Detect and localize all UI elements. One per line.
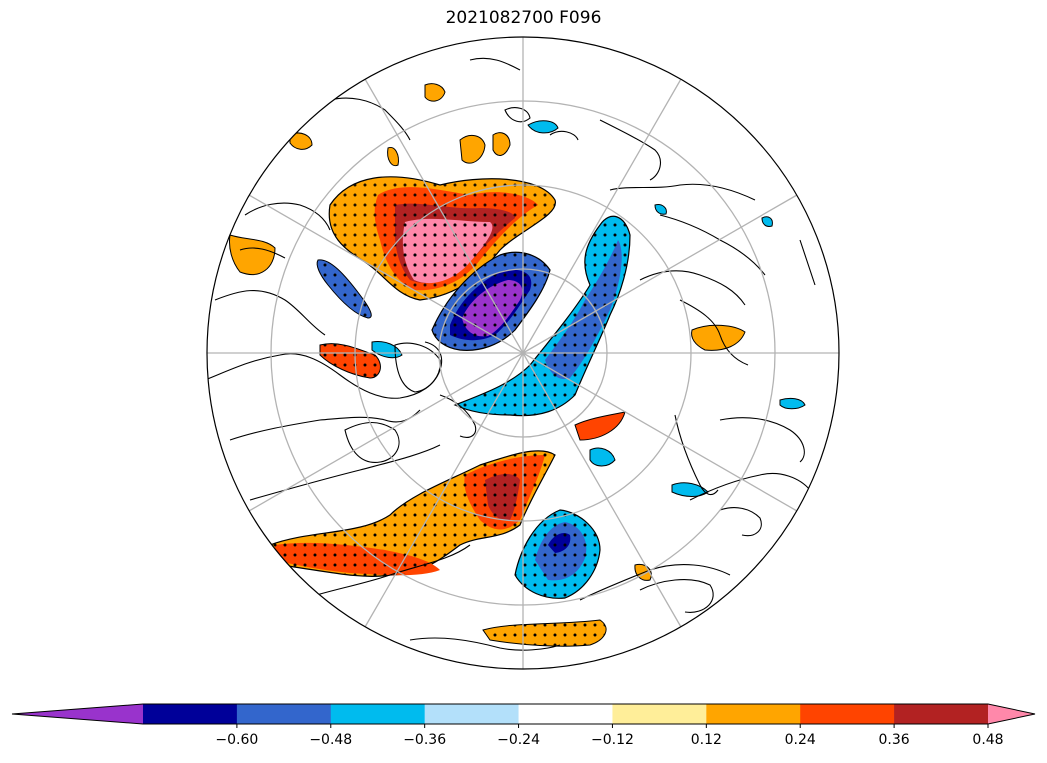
colorbar-tick-label: −0.24 [497,732,540,748]
colorbar-swatch [518,704,613,724]
colorbar-swatch [330,704,426,724]
colorbar-tick-label: −0.36 [403,732,446,748]
colorbar-outline [11,703,1036,725]
colorbar-tick-label: 0.12 [691,732,722,748]
anomaly-region-alaska [229,234,276,275]
colorbar-swatch [143,704,238,724]
map-boundary [206,36,840,670]
colorbar-tick-label: −0.60 [215,732,258,748]
map-disk [207,37,839,669]
graticule [207,37,839,669]
anomaly-region-siberia [691,324,746,351]
negative-anomaly-regions [316,120,806,599]
colorbar-extend-max [988,704,1035,724]
map-title: 2021082700 F096 [445,8,602,28]
colorbar-tick-label: 0.48 [972,732,1003,748]
colorbar-swatch [894,704,989,724]
colorbar-tick-label: −0.12 [591,732,634,748]
colorbar-tick-label: 0.24 [785,732,816,748]
colorbar-swatch [424,704,520,724]
colorbar: −0.60 −0.48 −0.36 −0.24 −0.12 0.12 0.24 0.36 0.4… [11,703,1036,748]
colorbar-swatch [612,704,707,724]
colorbar-tick-label: −0.48 [309,732,352,748]
positive-anomaly-regions [229,83,746,647]
colorbar-swatch [706,704,801,724]
colorbar-swatch [236,704,332,724]
colorbar-tick-label: 0.36 [879,732,910,748]
colorbar-swatch [800,704,895,724]
colorbar-extend-min [12,704,143,724]
